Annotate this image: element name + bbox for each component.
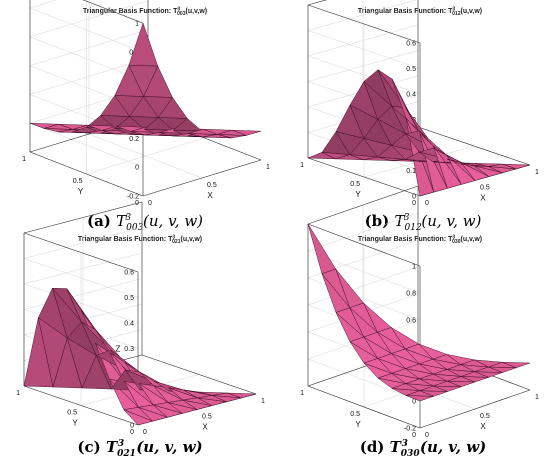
panel-t3-012-x-axis-label: X bbox=[480, 194, 486, 203]
panel-t3-021-z-tick-label: 0.4 bbox=[124, 321, 134, 328]
panel-a-title: Triangular Basis Function: T3 003(u,v,w) bbox=[83, 7, 207, 18]
panel-t3-021-y-tick-label: 1 bbox=[16, 390, 20, 397]
panel-t3-021-box-edge bbox=[23, 232, 139, 273]
panel-t3-030-y-tick-label: 1 bbox=[300, 390, 304, 397]
panel-t3-012-z-tick-label: 0.6 bbox=[406, 41, 416, 48]
panel-t3-003-surface bbox=[29, 22, 262, 139]
panel-d: Triangular Basis Function: T3 030(u,v,w) … bbox=[300, 185, 539, 459]
panel-t3-003-surface-facet bbox=[231, 129, 262, 136]
panel-t3-012-box-edge bbox=[307, 4, 421, 44]
panel-t3-003-grid-z-back bbox=[29, 0, 58, 9]
panel-t3-030-x-tick-label: 0.5 bbox=[480, 413, 490, 420]
panel-t3-021-z-axis-label: Z bbox=[116, 345, 121, 354]
panel-t3-003-y-tick-label: 1 bbox=[22, 156, 26, 163]
panel-t3-030-surface-facet bbox=[307, 223, 337, 275]
panel-t3-012-x-tick-label: 1 bbox=[535, 169, 539, 176]
panel-t3-003-z-tick-label: 0 bbox=[135, 165, 139, 172]
panel-c-caption: (c) T0213 (u, v, w) bbox=[77, 438, 202, 459]
panel-t3-003-grid-y-floor bbox=[86, 137, 205, 175]
panel-t3-030-surface bbox=[307, 223, 531, 402]
panel-t3-012-box-edge bbox=[307, 157, 421, 197]
panel-t3-021-box-edge bbox=[141, 354, 257, 395]
panel-d-caption: (d) T0303 (u, v, w) bbox=[360, 438, 487, 459]
panel-t3-012-z-tick-label: 0.1 bbox=[406, 168, 416, 175]
panel-t3-030-box-edge bbox=[419, 389, 531, 429]
panel-t3-030-z-tick-label: 1 bbox=[412, 264, 416, 271]
panel-t3-030-box-edge bbox=[307, 185, 419, 225]
panel-t3-021-z-tick-label: 0.5 bbox=[124, 295, 134, 302]
panel-t3-030-surface-facet bbox=[502, 361, 531, 369]
panel-t3-003-surface-facet bbox=[128, 22, 159, 67]
panel-t3-003-x-tick-label: 0 bbox=[148, 200, 152, 207]
panel-t3-030-z-tick-label: 0.6 bbox=[406, 318, 416, 325]
panel-t3-030-y-axis-label: Y bbox=[355, 420, 361, 429]
panel-t3-021-x-tick-label: 0.5 bbox=[202, 414, 212, 421]
panel-t3-030-z-tick-label: 0.8 bbox=[406, 291, 416, 298]
panel-t3-012-z-tick-label: 0.5 bbox=[406, 66, 416, 73]
panel-t3-012-y-axis-label: Y bbox=[355, 190, 361, 199]
panel-t3-030-x-tick-label: 0 bbox=[425, 432, 429, 439]
panel-a-caption: (a) T0033 (u, v, w) bbox=[87, 212, 203, 233]
panel-t3-012-y-tick-label: 0.5 bbox=[350, 181, 360, 188]
panel-a: Triangular Basis Function: T3 003(u,v,w) … bbox=[22, 0, 270, 233]
panel-t3-003-x-tick-label: 1 bbox=[266, 164, 270, 171]
panel-t3-030-z-tick-label: -0.2 bbox=[404, 426, 416, 433]
panel-t3-003-z-tick-label: 1 bbox=[135, 21, 139, 28]
panel-t3-012-z-tick-label: 0.4 bbox=[406, 92, 416, 99]
panel-t3-021-y-tick-label: 0.5 bbox=[67, 410, 77, 417]
panel-t3-012-y-tick-label: 1 bbox=[300, 162, 304, 169]
panel-t3-030-y-tick-label: 0 bbox=[412, 432, 416, 439]
panel-t3-021-y-tick-label: 0 bbox=[130, 429, 134, 436]
panel-t3-012-y-tick-label: 0 bbox=[412, 200, 416, 207]
panel-t3-012-x-tick-label: 0.5 bbox=[480, 185, 490, 192]
panel-t3-003-z-tick-label: 0.2 bbox=[129, 136, 139, 143]
panel-t3-003-y-axis-label: Y bbox=[78, 187, 84, 196]
panel-b-caption: (b) T0123 (u, v, w) bbox=[365, 212, 482, 233]
panel-t3-021-z-tick-label: 0 bbox=[130, 423, 134, 430]
panel-t3-021-x-axis-label: X bbox=[202, 423, 208, 432]
panel-t3-030-box-edge bbox=[307, 223, 421, 267]
panel-d-title: Triangular Basis Function: T3 030(u,v,w) bbox=[358, 235, 482, 246]
panel-t3-021-x-tick-label: 1 bbox=[261, 398, 265, 405]
panel-t3-003-box-edge bbox=[82, 0, 144, 24]
panel-t3-012-box-edge bbox=[417, 126, 531, 166]
panel-t3-030-y-tick-label: 0.5 bbox=[350, 411, 360, 418]
panel-t3-021-surface-facet bbox=[226, 392, 257, 399]
panel-t3-021-x-tick-label: 0 bbox=[143, 429, 147, 436]
panel-t3-003-x-axis-label: X bbox=[207, 191, 213, 200]
panel-t3-021-z-tick-label: 0.6 bbox=[124, 270, 134, 277]
panel-t3-021-box-edge bbox=[23, 201, 143, 234]
panel-b-title: Triangular Basis Function: T3 012(u,v,w) bbox=[358, 7, 482, 18]
panel-t3-012-x-tick-label: 0 bbox=[425, 200, 429, 207]
panel-c: Triangular Basis Function: T3 021(u,v,w) … bbox=[16, 201, 265, 459]
panel-t3-003-axes-box bbox=[29, 0, 262, 197]
panel-t3-003-z-tick-label: -0.2 bbox=[127, 194, 139, 201]
panel-t3-003-box-edge bbox=[142, 159, 262, 197]
panel-t3-003-x-tick-label: 0.5 bbox=[207, 182, 217, 189]
panel-t3-030-z-tick-label: 0 bbox=[412, 399, 416, 406]
panel-t3-021-z-tick-label: 0.3 bbox=[124, 346, 134, 353]
panel-c-title: Triangular Basis Function: T3 021(u,v,w) bbox=[78, 235, 202, 246]
panel-t3-021-box-edge bbox=[23, 385, 139, 426]
panel-t3-003-y-tick-label: 0.5 bbox=[73, 178, 83, 185]
panel-t3-012-z-tick-label: 0 bbox=[412, 194, 416, 201]
panel-t3-030-x-axis-label: X bbox=[480, 422, 486, 431]
panel-t3-030-x-tick-label: 1 bbox=[535, 394, 539, 401]
panel-t3-021-surface bbox=[23, 287, 257, 426]
panel-t3-030-box-edge bbox=[307, 385, 421, 429]
panel-t3-021-y-axis-label: Y bbox=[72, 419, 78, 428]
panel-t3-003-box-edge bbox=[29, 151, 144, 197]
panel-t3-012-surface-facet bbox=[502, 163, 531, 170]
panel-t3-012-surface bbox=[307, 69, 531, 197]
panel-b: Triangular Basis Function: T3 012(u,v,w) … bbox=[300, 0, 539, 233]
